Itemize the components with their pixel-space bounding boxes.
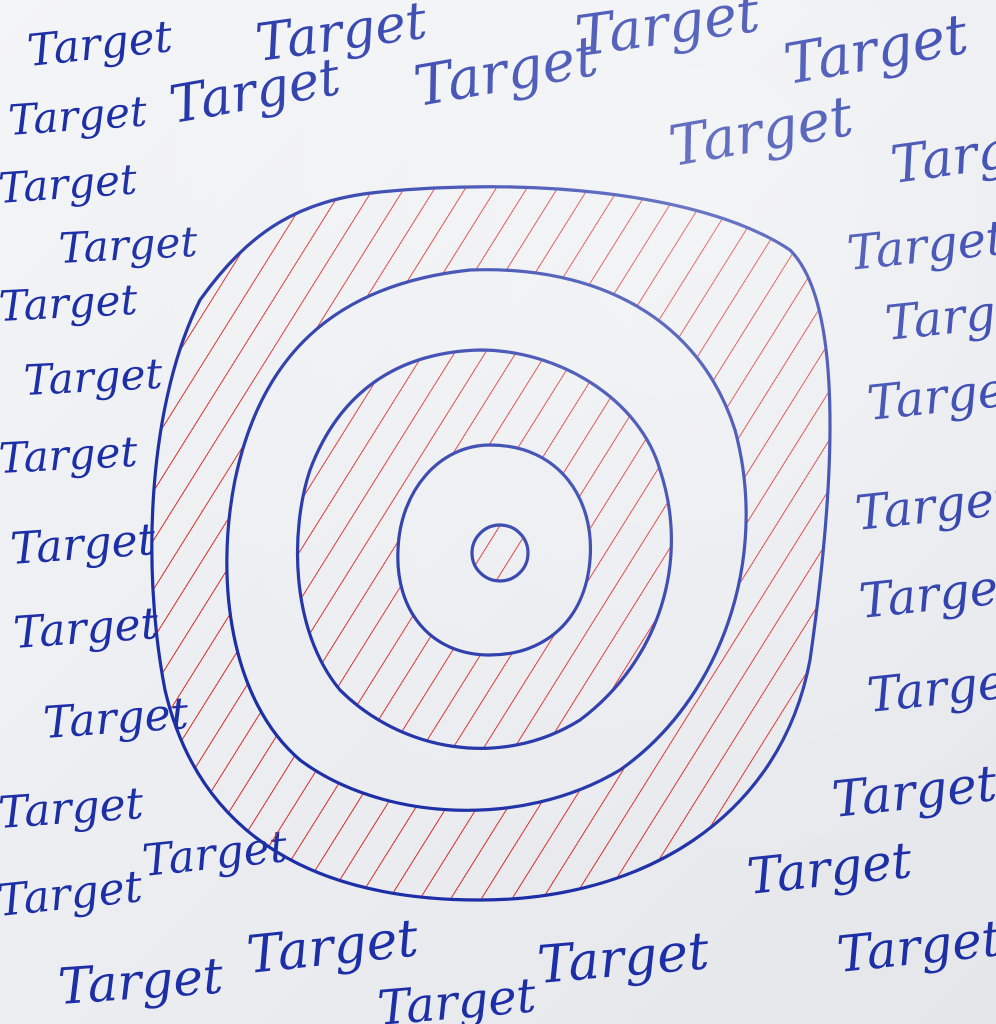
outer-ring <box>150 185 832 902</box>
bullseye-ring <box>470 523 530 583</box>
second-ring <box>225 268 748 812</box>
fourth-ring <box>396 443 593 657</box>
bullseye-fill <box>472 525 528 581</box>
third-ring <box>295 348 673 750</box>
